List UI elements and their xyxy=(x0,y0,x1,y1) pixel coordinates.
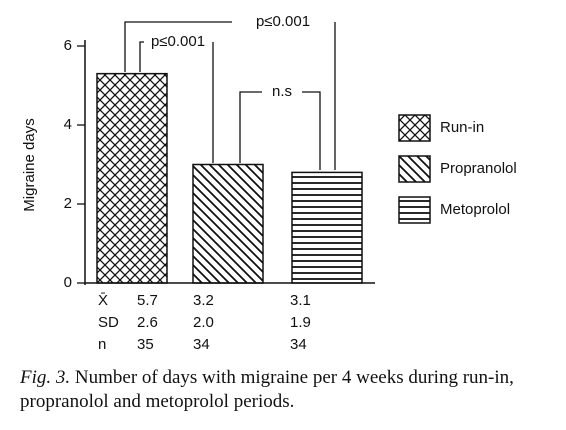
stat-label: SD xyxy=(98,314,119,331)
legend-swatch xyxy=(398,155,431,183)
y-tick-label: 4 xyxy=(64,116,72,133)
bar xyxy=(192,163,264,284)
annotation: p≤0.001 xyxy=(256,13,310,30)
stat-value: 2.6 xyxy=(137,314,158,331)
y-tick-label: 2 xyxy=(64,195,72,212)
stat-value: 1.9 xyxy=(290,314,311,331)
stat-value: 5.7 xyxy=(137,292,158,309)
annotation: n.s xyxy=(272,83,292,100)
bar xyxy=(96,72,168,284)
legend-label: Run-in xyxy=(440,119,484,136)
chart: Migraine days p≤0.001 p≤0.001 n.s 0 2 4 6 Ru… xyxy=(21,13,517,353)
bar xyxy=(291,171,363,284)
y-tick-label: 0 xyxy=(64,274,72,291)
stat-value: 34 xyxy=(193,336,210,353)
caption: Fig. 3. Number of days with migraine per… xyxy=(20,366,550,414)
annotation: p≤0.001 xyxy=(151,33,205,50)
legend-label: Propranolol xyxy=(440,160,517,177)
y-axis-label: Migraine days xyxy=(21,118,38,211)
legend-label: Metoprolol xyxy=(440,201,510,218)
stat-label: X̄ xyxy=(98,292,108,309)
caption-label: Fig. 3. xyxy=(20,367,71,388)
caption-text: Number of days with migraine per 4 weeks… xyxy=(20,367,514,412)
stat-value: 35 xyxy=(137,336,154,353)
stat-label: n xyxy=(98,336,106,353)
legend-swatch xyxy=(398,196,431,224)
stat-value: 2.0 xyxy=(193,314,214,331)
significance-brackets xyxy=(124,21,336,170)
legend-swatch xyxy=(398,114,431,142)
stat-value: 3.2 xyxy=(193,292,214,309)
stat-value: 3.1 xyxy=(290,292,311,309)
stat-value: 34 xyxy=(290,336,307,353)
y-tick-label: 6 xyxy=(64,37,72,54)
